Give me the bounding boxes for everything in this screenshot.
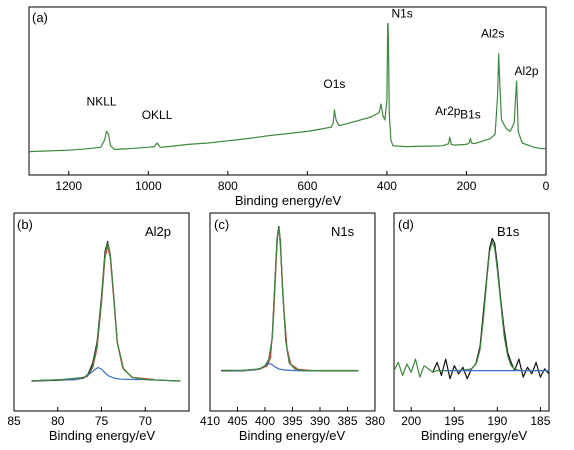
peak-label: NKLL — [87, 94, 117, 108]
peak-label: Al2p — [515, 64, 539, 78]
peak-label: O1s — [323, 77, 345, 91]
x-tick-label: 80 — [51, 414, 65, 428]
panel-b-plot: 85 80 75 70 — [7, 240, 181, 428]
panel-d: (d) B1s 200 195 190 185 Binding energy/eV — [393, 212, 551, 443]
series-line-3 — [221, 227, 359, 372]
series-line-1 — [40, 245, 155, 381]
panel-c-frame — [209, 212, 376, 412]
panel-b-xlabel: Binding energy/eV — [49, 428, 156, 443]
x-tick-label: 1200 — [55, 179, 82, 193]
panel-d-tag: (d) — [398, 217, 414, 232]
series-line-0 — [432, 237, 550, 380]
x-tick-label: 600 — [297, 179, 317, 193]
panel-b-tag: (b) — [17, 217, 33, 232]
peak-label: OKLL — [142, 108, 173, 122]
panel-a-plot: 1200 1000 800 600 400 200 0 NKLL OKLL O1s N1s Ar2p B… — [28, 6, 550, 193]
panel-d-xlabel: Binding energy/eV — [421, 428, 528, 443]
panel-c-xlabel: Binding energy/eV — [239, 428, 346, 443]
panel-a-xlabel: Binding energy/eV — [235, 193, 342, 208]
series-line-1 — [242, 230, 315, 372]
x-tick-label: 75 — [95, 414, 109, 428]
x-tick-label: 410 — [200, 414, 220, 428]
panel-c-tag: (c) — [214, 217, 229, 232]
x-tick-label: 200 — [456, 179, 476, 193]
x-tick-label: 395 — [282, 414, 302, 428]
x-tick-label: 185 — [530, 414, 550, 428]
x-tick-label: 1000 — [135, 179, 162, 193]
series-line-1 — [393, 241, 549, 378]
peak-label: Al2s — [481, 27, 504, 41]
panel-a-frame — [28, 6, 547, 176]
panel-c: (c) N1s 410 405 400 395 390 385 380 Binding en… — [200, 212, 385, 443]
x-tick-label: 390 — [310, 414, 330, 428]
series-line-3 — [31, 242, 181, 382]
panel-d-plot: 200 195 190 185 — [393, 237, 551, 428]
panel-b: (b) Al2p 85 80 75 70 Binding energy/eV — [7, 212, 190, 443]
x-tick-label: 0 — [543, 179, 550, 193]
panel-d-frame — [393, 212, 550, 412]
x-tick-label: 195 — [444, 414, 464, 428]
peak-label: B1s — [460, 108, 481, 122]
panel-a-tag: (a) — [32, 10, 48, 25]
panel-c-plot: 410 405 400 395 390 385 380 — [200, 226, 385, 428]
x-tick-label: 400 — [377, 179, 397, 193]
x-tick-label: 380 — [365, 414, 385, 428]
series-line-0 — [28, 22, 546, 153]
panel-c-title: N1s — [331, 224, 355, 239]
x-tick-label: 70 — [139, 414, 153, 428]
series-line-0 — [31, 240, 181, 382]
peak-label: N1s — [391, 6, 412, 20]
series-line-0 — [221, 226, 359, 372]
panel-d-title: B1s — [497, 224, 520, 239]
x-tick-label: 800 — [218, 179, 238, 193]
peak-label: Ar2p — [435, 104, 461, 118]
x-tick-label: 400 — [255, 414, 275, 428]
x-tick-label: 85 — [7, 414, 21, 428]
x-tick-label: 200 — [401, 414, 421, 428]
x-tick-label: 190 — [487, 414, 507, 428]
panel-b-title: Al2p — [145, 224, 171, 239]
panel-a: (a) 1200 1000 800 600 400 200 0 NKLL OKLL O1s N1s A… — [28, 6, 550, 208]
x-tick-label: 385 — [337, 414, 357, 428]
x-tick-label: 405 — [227, 414, 247, 428]
